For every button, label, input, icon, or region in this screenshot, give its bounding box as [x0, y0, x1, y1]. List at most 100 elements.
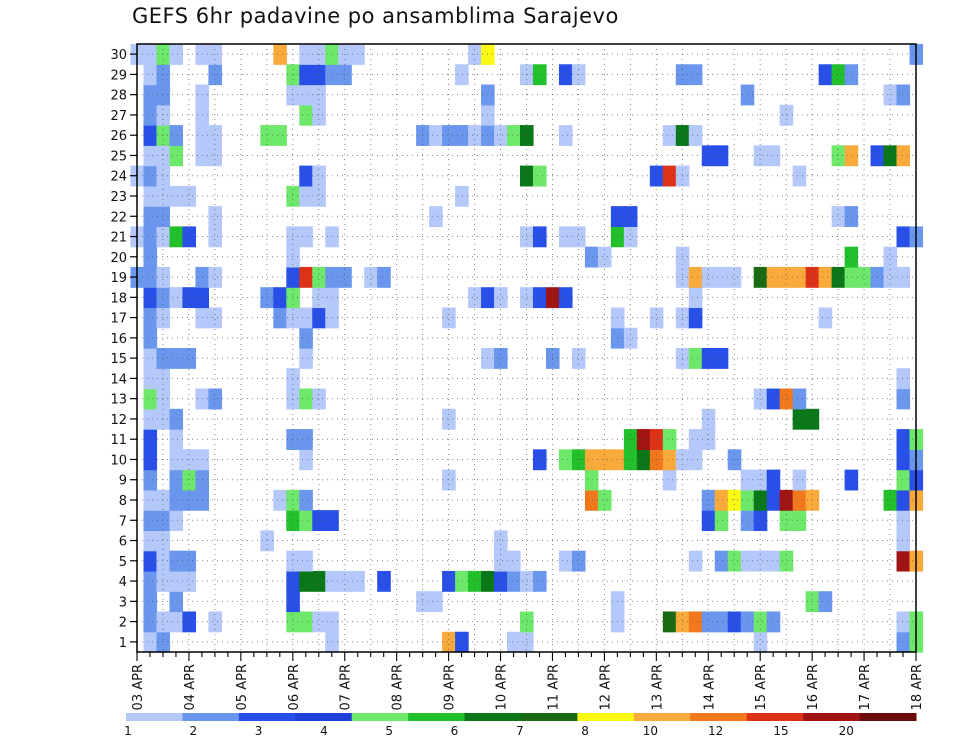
heatmap-cell: [714, 348, 729, 369]
heatmap-cell: [182, 611, 197, 633]
x-tick-label: 10 APR: [495, 664, 510, 710]
heatmap-cell: [753, 611, 768, 633]
heatmap-cell: [701, 510, 716, 531]
heatmap-cell: [286, 246, 300, 268]
heatmap-cell: [312, 266, 326, 288]
heatmap-cell: [701, 489, 716, 511]
heatmap-cell: [818, 591, 833, 613]
colorbar-label: 12: [708, 724, 723, 738]
heatmap-cell: [338, 570, 352, 592]
heatmap-cell: [143, 44, 158, 65]
y-tick-label: 6: [119, 535, 127, 550]
heatmap-cell: [779, 266, 794, 288]
heatmap-cell: [494, 530, 508, 552]
heatmap-cell: [182, 348, 197, 369]
heatmap-cell: [299, 388, 313, 410]
heatmap-cell: [143, 246, 158, 268]
heatmap-cell: [338, 266, 352, 288]
heatmap-cell: [507, 631, 521, 653]
heatmap-cell: [156, 287, 171, 309]
heatmap-cell: [571, 226, 586, 248]
heatmap-cell: [753, 631, 768, 653]
heatmap-cell: [571, 348, 586, 369]
heatmap-cell: [169, 510, 184, 531]
heatmap-cell: [455, 64, 469, 86]
heatmap-cell: [143, 64, 158, 86]
heatmap-cell: [169, 550, 184, 572]
colorbar-swatch: [295, 713, 353, 721]
heatmap-cell: [558, 64, 573, 86]
heatmap-cell: [143, 287, 158, 309]
y-tick-label: 9: [119, 474, 127, 489]
y-tick-label: 2: [119, 616, 127, 631]
heatmap-cell: [364, 266, 378, 288]
heatmap-cell: [442, 307, 456, 329]
colorbar-swatch: [803, 713, 861, 721]
heatmap-cell: [520, 611, 534, 633]
heatmap-cell: [727, 489, 742, 511]
heatmap-cell: [727, 550, 742, 572]
heatmap-cell: [779, 489, 794, 511]
heatmap-cell: [558, 226, 573, 248]
heatmap-cell: [701, 266, 716, 288]
heatmap-cell: [208, 266, 222, 288]
heatmap-cell: [896, 489, 911, 511]
heatmap-cell: [844, 246, 859, 268]
colorbar-label: 15: [773, 724, 788, 738]
heatmap-cell: [455, 570, 469, 592]
heatmap-cell: [299, 570, 313, 592]
heatmap-cell: [558, 125, 573, 146]
heatmap-cell: [143, 631, 158, 653]
heatmap-cell: [143, 327, 158, 349]
heatmap-cell: [818, 64, 833, 86]
heatmap-cell: [156, 145, 171, 167]
heatmap-cell: [896, 550, 911, 572]
heatmap-cell: [156, 611, 171, 633]
heatmap-cell: [299, 611, 313, 633]
y-tick-label: 13: [110, 393, 127, 408]
heatmap-cell: [883, 266, 898, 288]
heatmap-cell: [143, 165, 158, 187]
heatmap-cell: [455, 125, 469, 146]
heatmap-cell: [818, 307, 833, 329]
y-tick-label: 12: [110, 413, 127, 428]
heatmap-cell: [286, 388, 300, 410]
heatmap-cell: [520, 165, 534, 187]
heatmap-cell: [429, 591, 443, 613]
heatmap-cell: [532, 449, 547, 471]
colorbar-label: 5: [385, 724, 393, 738]
heatmap-cell: [688, 266, 703, 288]
heatmap-cell: [208, 388, 222, 410]
heatmap-cell: [143, 307, 158, 329]
heatmap-cell: [714, 611, 729, 633]
heatmap-cell: [156, 510, 171, 531]
heatmap-cell: [520, 125, 534, 146]
heatmap-cell: [714, 510, 729, 531]
heatmap-cell: [182, 185, 197, 207]
heatmap-cell: [312, 287, 326, 309]
heatmap-cell: [727, 611, 742, 633]
heatmap-cell: [896, 368, 911, 390]
y-tick-label: 24: [110, 170, 127, 185]
y-tick-label: 26: [110, 129, 127, 144]
x-tick-label: 04 APR: [183, 664, 198, 710]
heatmap-cell: [753, 145, 768, 167]
heatmap-cell: [507, 570, 521, 592]
y-tick-label: 21: [110, 231, 127, 246]
heatmap-cell: [455, 185, 469, 207]
y-tick-label: 19: [110, 271, 127, 286]
colorbar-swatch: [746, 713, 804, 721]
heatmap-cell: [558, 287, 573, 309]
heatmap-cell: [156, 307, 171, 329]
heatmap-cell: [286, 307, 300, 329]
y-tick-label: 15: [110, 352, 127, 367]
heatmap-cell: [312, 510, 326, 531]
heatmap-cell: [273, 44, 287, 65]
heatmap-cell: [169, 145, 184, 167]
x-tick-label: 13 APR: [650, 664, 665, 710]
heatmap-cell: [792, 489, 807, 511]
heatmap-cell: [571, 550, 586, 572]
heatmap-cell: [792, 408, 807, 430]
heatmap-cell: [208, 307, 222, 329]
heatmap-cell: [701, 348, 716, 369]
